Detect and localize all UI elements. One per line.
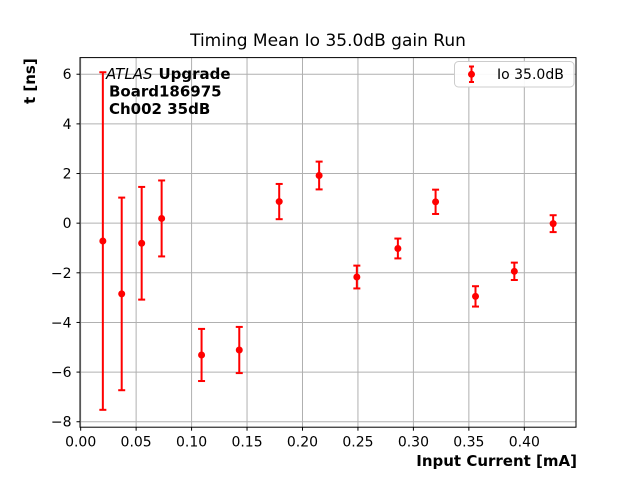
data-point-marker [99, 237, 107, 245]
data-point-marker [549, 220, 557, 228]
error-bar [549, 214, 557, 234]
y-tick-label: 4 [63, 117, 72, 133]
x-axis-label: Input Current [mA] [416, 452, 577, 470]
data-point-marker [138, 239, 146, 247]
error-bar [275, 182, 283, 221]
error-bar [510, 261, 518, 282]
x-tick-label: 0.35 [453, 435, 484, 451]
errorbar-legend-icon [468, 65, 475, 83]
x-tick-label: 0.30 [398, 435, 429, 451]
data-point-marker [118, 290, 126, 298]
error-bar [118, 196, 126, 392]
error-bar [198, 327, 206, 383]
annotation-upgrade: Upgrade [158, 65, 230, 83]
error-bar [353, 264, 361, 290]
y-tick-label: 2 [63, 167, 72, 183]
data-point-marker [198, 351, 206, 359]
data-point-marker [432, 198, 440, 206]
series-layer [99, 71, 557, 411]
y-tick-label: −2 [51, 266, 72, 282]
legend-box [454, 61, 575, 88]
x-tick-label: 0.25 [342, 435, 373, 451]
x-tick-label: 0.00 [65, 435, 96, 451]
tick-layer: 0.00 0.05 0.10 0.15 0.20 0.25 0.30 0.35 0.40 −8 −6… [51, 67, 540, 450]
legend-label: Io 35.0dB [497, 67, 564, 83]
error-bar [235, 325, 243, 375]
data-point-marker [235, 346, 243, 354]
x-tick-label: 0.05 [121, 435, 152, 451]
annotation-line-2: Board186975 [109, 83, 222, 101]
chart-title: Timing Mean Io 35.0dB gain Run [189, 31, 466, 51]
x-tick-label: 0.15 [231, 435, 262, 451]
error-bar [432, 188, 440, 215]
y-axis-label: t [ns] [21, 58, 39, 104]
data-point-marker [315, 172, 323, 180]
annotation-line-3: Ch002 35dB [109, 100, 210, 118]
data-point-marker [158, 214, 166, 222]
y-tick-label: 0 [63, 216, 72, 232]
x-tick-label: 0.40 [509, 435, 540, 451]
error-bar [315, 160, 323, 191]
error-bar [158, 179, 166, 258]
axes-frame [79, 57, 577, 428]
data-point-marker [472, 292, 480, 300]
annotation-atlas: ATLAS [105, 65, 153, 83]
y-tick-label: −4 [51, 315, 72, 331]
y-tick-label: −6 [51, 365, 72, 381]
grid-layer [80, 57, 576, 428]
annotation-line-1: ATLAS Upgrade [105, 65, 231, 83]
error-bar [138, 185, 146, 301]
error-bar [394, 237, 402, 260]
y-tick-label: 6 [63, 67, 72, 83]
data-point-marker [353, 273, 361, 281]
x-tick-label: 0.10 [176, 435, 207, 451]
error-bar [472, 285, 480, 308]
legend: Io 35.0dB [454, 61, 575, 88]
y-tick-label: −8 [51, 415, 72, 431]
error-bar [99, 71, 107, 411]
x-tick-label: 0.20 [287, 435, 318, 451]
data-point-marker [275, 198, 283, 206]
data-point-marker [394, 244, 402, 252]
data-point-marker [510, 267, 518, 275]
